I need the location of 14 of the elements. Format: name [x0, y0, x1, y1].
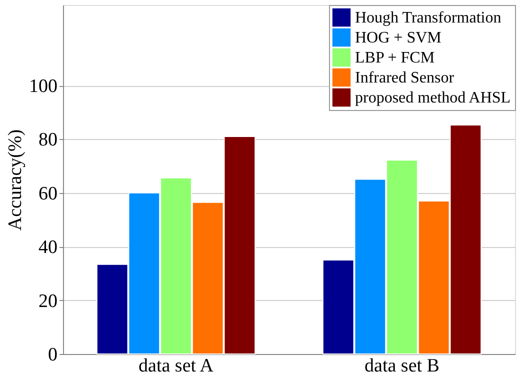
y-tick-label: 0 [48, 344, 58, 366]
y-tick-label: 20 [38, 290, 58, 312]
y-tick-label: 100 [29, 76, 58, 98]
legend-label: HOG + SVM [355, 30, 442, 46]
y-tick-label: 40 [38, 237, 58, 258]
y-axis-title: Accuracy(%) [5, 129, 26, 231]
y-tick-label: 80 [38, 130, 58, 151]
legend-label: Hough Transformation [355, 10, 502, 26]
legend-label: proposed method AHSL [355, 90, 511, 106]
legend-label: LBP + FCM [355, 50, 435, 66]
x-tick-label: data set A [138, 356, 214, 376]
y-tick-label: 60 [38, 183, 58, 204]
legend-label: Infrared Sensor [355, 70, 455, 86]
x-tick-label: data set B [364, 356, 440, 376]
